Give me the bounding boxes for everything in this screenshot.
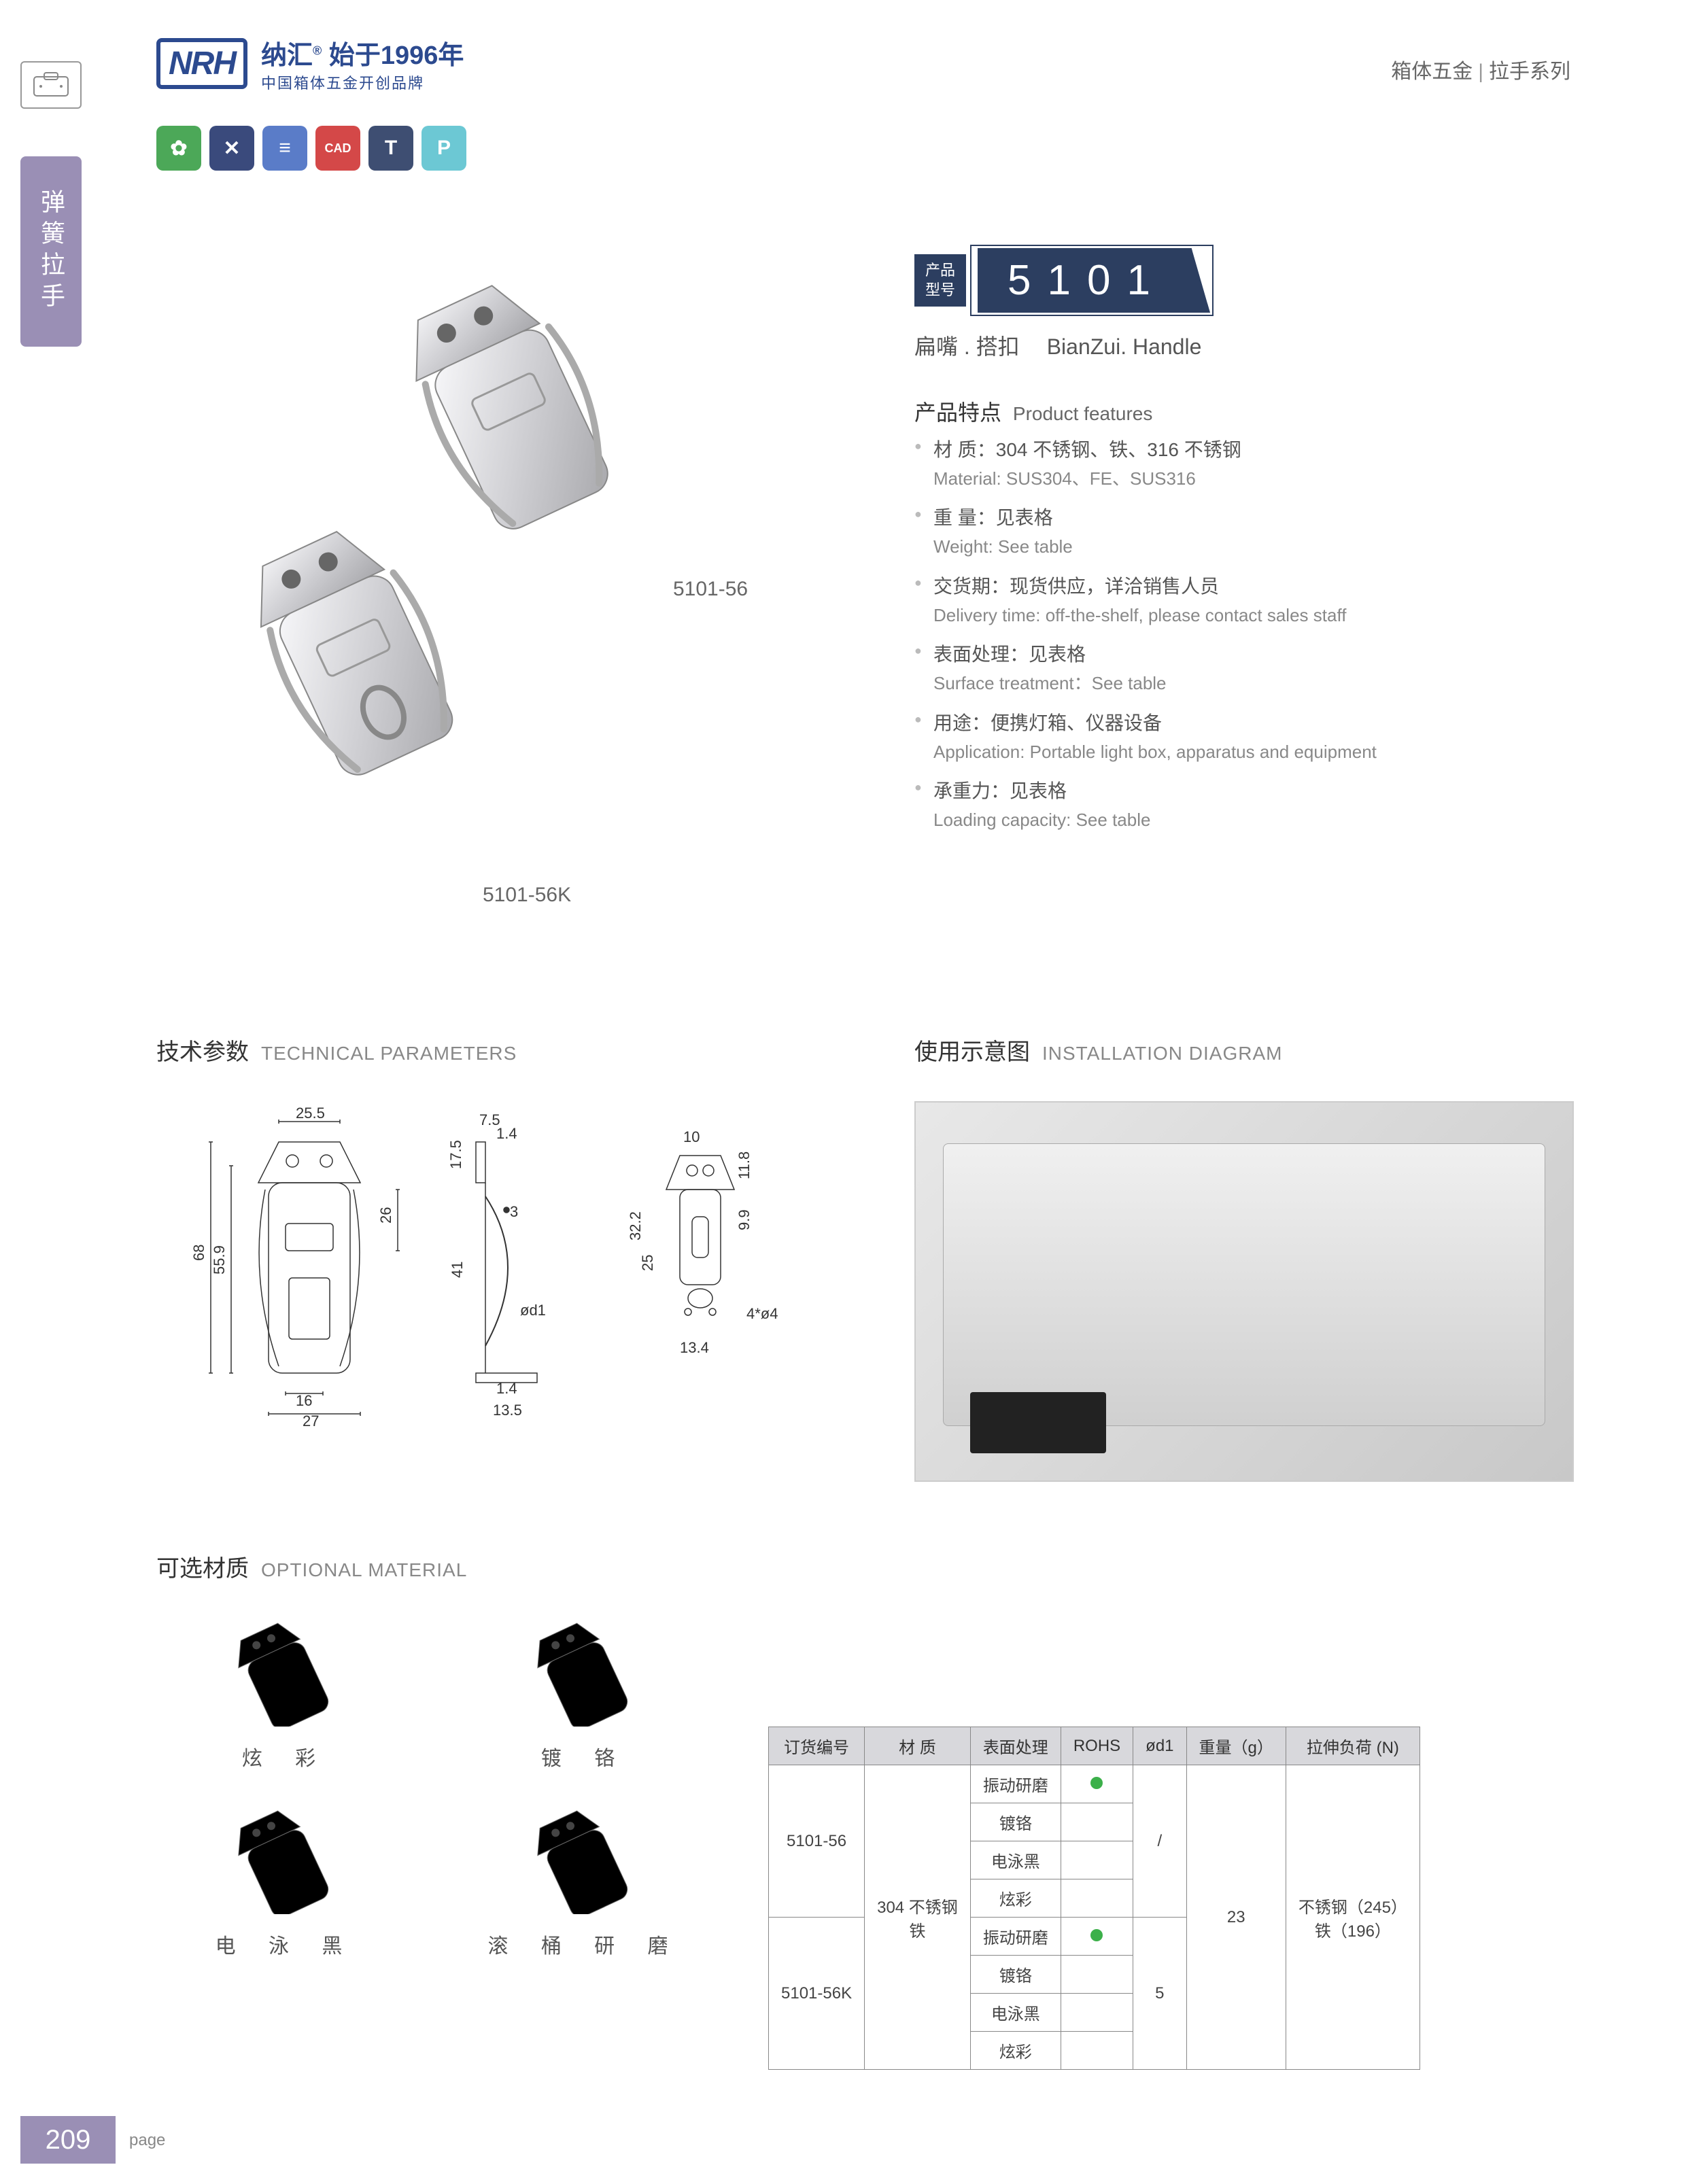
features-list: 材 质：304 不锈钢、铁、316 不锈钢 Material: SUS304、FE… [914, 435, 1560, 844]
optional-swatch-icon [489, 1799, 680, 1921]
code-tab-label: 产品型号 [914, 254, 966, 307]
page-header: NRH 纳汇® 始于1996年 中国箱体五金开创品牌 箱体五金|拉手系列 [0, 34, 1686, 116]
svg-text:1.4: 1.4 [496, 1125, 517, 1142]
product-photo-area: 5101-56 5101-56K [156, 238, 816, 897]
feature-badge-icon: P [422, 126, 466, 171]
svg-text:32.2: 32.2 [627, 1211, 644, 1241]
svg-text:55.9: 55.9 [211, 1245, 228, 1275]
tech-params-heading: 技术参数TECHNICAL PARAMETERS [156, 1033, 517, 1067]
product-code-block: 产品型号 5101 [914, 245, 1214, 316]
feature-text-cn: 材 质：304 不锈钢、铁、316 不锈钢 [914, 435, 1560, 462]
svg-text:41: 41 [449, 1262, 466, 1278]
optional-label: 滚 桶 研 磨 [487, 1929, 681, 1959]
optional-label: 镀 铬 [541, 1741, 628, 1771]
variant-label-a: 5101-56 [673, 578, 748, 601]
feature-item: 表面处理：见表格 Surface treatment：See table [914, 640, 1560, 695]
technical-drawing: 68 55.9 26 25.5 16 27 7.5 1.4 41 17.5 3 … [156, 1101, 816, 1495]
brand-line-1: 纳汇® 始于1996年 [261, 34, 464, 71]
table-header: 重量（g） [1186, 1727, 1286, 1765]
feature-text-en: Material: SUS304、FE、SUS316 [914, 466, 1560, 491]
svg-text:25: 25 [639, 1255, 656, 1271]
feature-text-cn: 重 量：见表格 [914, 503, 1560, 530]
svg-text:10: 10 [683, 1128, 700, 1145]
svg-text:68: 68 [190, 1245, 207, 1261]
optional-material-item: 滚 桶 研 磨 [455, 1799, 714, 1959]
svg-text:26: 26 [377, 1207, 394, 1224]
optional-swatch-icon [489, 1611, 680, 1733]
table-header: 材 质 [865, 1727, 971, 1765]
feature-item: 承重力：见表格 Loading capacity: See table [914, 776, 1560, 832]
rohs-dot-icon [1090, 1929, 1103, 1941]
svg-text:13.4: 13.4 [680, 1339, 709, 1356]
install-heading: 使用示意图INSTALLATION DIAGRAM [914, 1033, 1282, 1067]
table-header: ød1 [1133, 1727, 1186, 1765]
page-label: page [129, 2131, 165, 2150]
side-category-tab: 弹簧拉手 [20, 156, 82, 347]
installation-photo [914, 1101, 1574, 1482]
svg-text:9.9: 9.9 [736, 1209, 753, 1230]
breadcrumb: 箱体五金|拉手系列 [1391, 54, 1570, 84]
feature-text-en: Loading capacity: See table [914, 808, 1560, 832]
feature-badge-icon: ✿ [156, 126, 201, 171]
optional-label: 电 泳 黑 [216, 1929, 356, 1959]
svg-text:27: 27 [303, 1412, 319, 1429]
feature-text-cn: 交货期：现货供应，详洽销售人员 [914, 572, 1560, 599]
table-row: 5101-56304 不锈钢 铁振动研磨/23不锈钢（245） 铁（196） [769, 1765, 1420, 1803]
optional-material-item: 镀 铬 [455, 1611, 714, 1771]
svg-text:11.8: 11.8 [736, 1151, 753, 1179]
table-header: 拉伸负荷 (N) [1286, 1727, 1420, 1765]
spec-table: 订货编号材 质表面处理ROHSød1重量（g）拉伸负荷 (N)5101-5630… [768, 1727, 1420, 2070]
feature-icon-row: ✿✕≡CADTP [156, 126, 466, 171]
variant-label-b: 5101-56K [483, 884, 571, 907]
feature-item: 用途：便携灯箱、仪器设备 Application: Portable light … [914, 708, 1560, 764]
optional-label: 炫 彩 [242, 1741, 329, 1771]
feature-text-en: Delivery time: off-the-shelf, please con… [914, 603, 1560, 627]
table-header: 订货编号 [769, 1727, 865, 1765]
feature-text-en: Application: Portable light box, apparat… [914, 740, 1560, 764]
feature-text-en: Weight: See table [914, 534, 1560, 559]
logo-mark: NRH [156, 38, 247, 89]
product-code: 5101 [978, 248, 1210, 313]
product-image-5101-56k [197, 496, 578, 850]
feature-badge-icon: ≡ [262, 126, 307, 171]
logo-block: NRH 纳汇® 始于1996年 中国箱体五金开创品牌 [156, 34, 464, 93]
optional-swatch-icon [190, 1799, 381, 1921]
svg-text:17.5: 17.5 [447, 1140, 464, 1169]
feature-badge-icon: CAD [315, 126, 360, 171]
feature-item: 重 量：见表格 Weight: See table [914, 503, 1560, 559]
corner-thumb-icon [20, 61, 82, 109]
brand-line-2: 中国箱体五金开创品牌 [261, 71, 464, 93]
svg-text:3: 3 [510, 1203, 518, 1220]
svg-text:13.5: 13.5 [493, 1402, 522, 1419]
svg-text:16: 16 [296, 1392, 312, 1409]
features-heading: 产品特点 Product features [914, 396, 1152, 427]
optional-swatch-icon [190, 1611, 381, 1733]
feature-text-cn: 表面处理：见表格 [914, 640, 1560, 667]
table-header: 表面处理 [970, 1727, 1061, 1765]
optional-material-item: 电 泳 黑 [156, 1799, 415, 1959]
optional-material-item: 炫 彩 [156, 1611, 415, 1771]
rohs-dot-icon [1090, 1777, 1103, 1789]
feature-item: 交货期：现货供应，详洽销售人员 Delivery time: off-the-sh… [914, 572, 1560, 627]
svg-text:25.5: 25.5 [296, 1105, 325, 1122]
optional-heading: 可选材质OPTIONAL MATERIAL [156, 1550, 467, 1583]
product-subtitle: 扁嘴 . 搭扣BianZui. Handle [914, 330, 1201, 361]
svg-text:ød1: ød1 [520, 1302, 546, 1319]
feature-text-cn: 用途：便携灯箱、仪器设备 [914, 708, 1560, 735]
page-number-badge: 209 [20, 2116, 116, 2164]
optional-material-grid: 炫 彩 镀 铬电 泳 黑 滚 桶 研 磨 [156, 1611, 714, 1959]
feature-badge-icon: ✕ [209, 126, 254, 171]
table-header: ROHS [1061, 1727, 1133, 1765]
feature-text-en: Surface treatment：See table [914, 671, 1560, 695]
svg-text:4*ø4: 4*ø4 [746, 1305, 778, 1322]
svg-text:1.4: 1.4 [496, 1380, 517, 1397]
feature-item: 材 质：304 不锈钢、铁、316 不锈钢 Material: SUS304、FE… [914, 435, 1560, 491]
feature-badge-icon: T [368, 126, 413, 171]
feature-text-cn: 承重力：见表格 [914, 776, 1560, 803]
